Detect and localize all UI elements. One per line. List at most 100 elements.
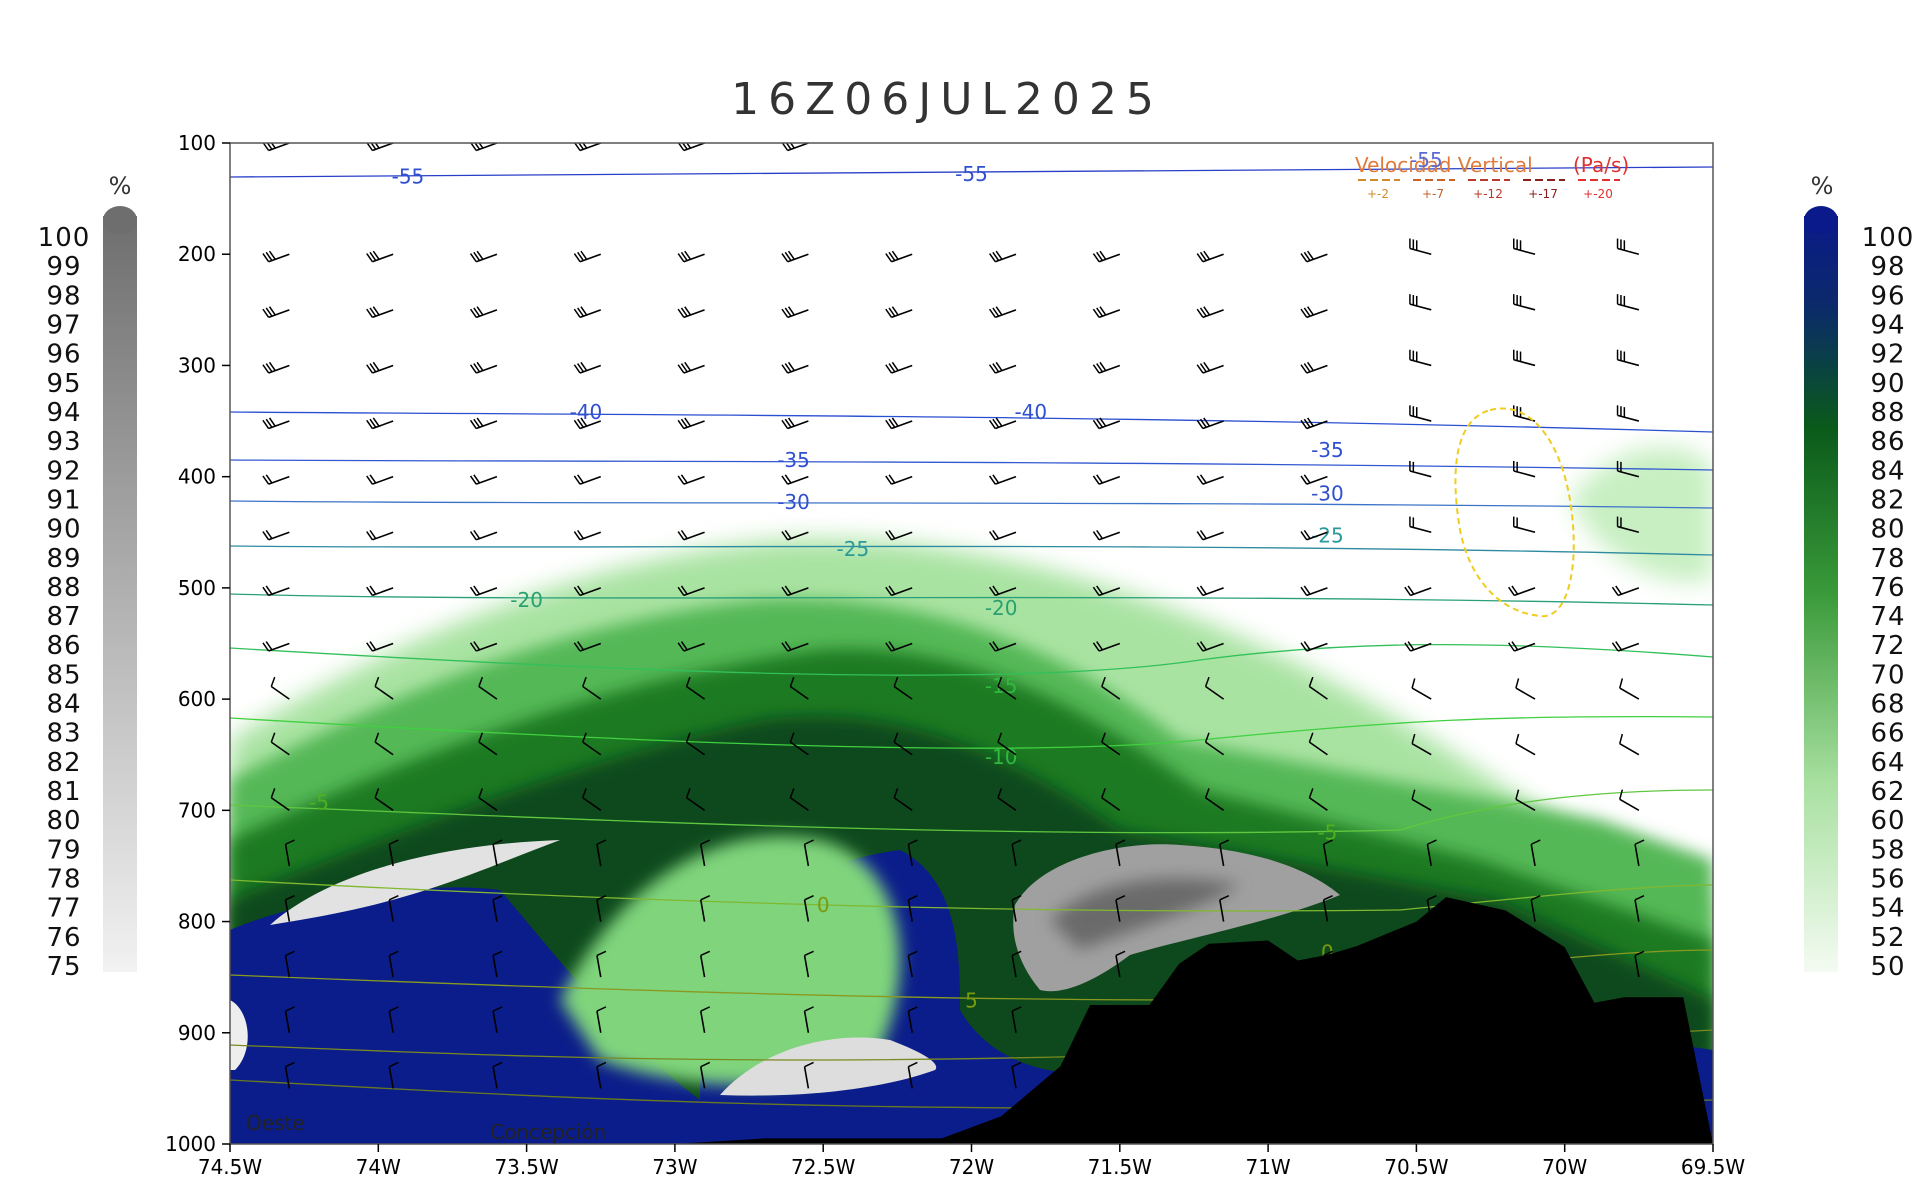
barb-shaft bbox=[907, 899, 913, 922]
colorbar-label: 80 bbox=[46, 806, 81, 836]
colorbar-label: 74 bbox=[1870, 602, 1905, 632]
barb-flag bbox=[1011, 1006, 1022, 1012]
colorbar-label: 93 bbox=[46, 427, 81, 457]
colorbar-label: 97 bbox=[46, 310, 81, 340]
wind-barb bbox=[388, 1061, 399, 1089]
wind-barb bbox=[469, 361, 498, 374]
barb-flag bbox=[1101, 676, 1106, 687]
barb-shaft bbox=[475, 420, 498, 430]
barb-flag bbox=[596, 1061, 607, 1068]
wind-barb bbox=[781, 361, 809, 374]
barb-shaft bbox=[1202, 253, 1224, 263]
barb-flag bbox=[888, 474, 896, 484]
barb-flag bbox=[781, 642, 789, 652]
barb-flag bbox=[1303, 529, 1311, 540]
wind-barb bbox=[1634, 839, 1645, 867]
barb-shaft bbox=[582, 685, 602, 700]
barb-shaft bbox=[1617, 358, 1640, 367]
barb-shaft bbox=[372, 587, 394, 597]
barb-flag bbox=[893, 676, 899, 687]
barb-shaft bbox=[1409, 303, 1432, 311]
barb-shaft bbox=[995, 531, 1017, 541]
barb-flag bbox=[684, 417, 692, 427]
wind-barb bbox=[699, 839, 711, 867]
barb-flag bbox=[1096, 641, 1104, 651]
barb-flag bbox=[885, 531, 893, 541]
barb-flag bbox=[1508, 586, 1515, 596]
barb-flag bbox=[473, 307, 481, 317]
wind-barb bbox=[1115, 839, 1126, 867]
wind-barb bbox=[1508, 641, 1536, 652]
barb-flag bbox=[573, 475, 581, 485]
barb-flag bbox=[577, 363, 584, 373]
barb-shaft bbox=[596, 955, 602, 978]
barb-shaft bbox=[1011, 1066, 1017, 1089]
barb-shaft bbox=[372, 642, 394, 652]
barb-shaft bbox=[995, 587, 1017, 597]
barb-flag bbox=[578, 143, 584, 150]
wind-barb bbox=[596, 950, 607, 978]
wind-barb bbox=[677, 641, 705, 652]
barb-flag bbox=[685, 788, 691, 798]
y-tick-label: 800 bbox=[178, 910, 216, 934]
barb-flag bbox=[374, 143, 380, 149]
barb-shaft bbox=[1617, 587, 1640, 597]
barb-flag bbox=[995, 361, 1003, 371]
barb-flag bbox=[366, 586, 374, 596]
x-tick-label: 70.5W bbox=[1384, 1155, 1449, 1179]
wind-barb bbox=[677, 361, 705, 374]
barb-flag bbox=[988, 364, 996, 374]
wind-barb bbox=[677, 585, 705, 597]
wind-barb bbox=[1115, 894, 1126, 922]
barb-flag bbox=[1199, 418, 1207, 428]
barb-flag bbox=[596, 1006, 607, 1012]
barb-flag bbox=[1427, 894, 1437, 901]
barb-shaft bbox=[1219, 844, 1225, 867]
wind-barb bbox=[469, 641, 498, 652]
barb-shaft bbox=[891, 364, 913, 374]
barb-flag bbox=[366, 419, 374, 429]
wind-barb bbox=[1092, 474, 1121, 485]
barb-flag bbox=[580, 250, 588, 260]
wind-barb bbox=[699, 1006, 711, 1033]
colorbar-label: 60 bbox=[1870, 806, 1905, 836]
barb-shaft bbox=[683, 475, 705, 485]
wind-barb bbox=[492, 950, 503, 978]
barb-flag bbox=[1515, 789, 1520, 800]
barb-shaft bbox=[1306, 587, 1328, 597]
wind-barb bbox=[469, 585, 498, 597]
barb-shaft bbox=[492, 844, 498, 867]
barb-flag bbox=[473, 418, 481, 428]
wind-barb bbox=[1616, 238, 1640, 255]
barb-shaft bbox=[268, 587, 290, 597]
colorbar-label: 82 bbox=[1870, 485, 1905, 515]
wind-barb bbox=[781, 529, 809, 541]
legend-title-main: Velocidad Vertical bbox=[1355, 153, 1533, 177]
barb-shaft bbox=[803, 1066, 810, 1089]
barb-flag bbox=[476, 361, 484, 371]
barb-flag bbox=[1300, 364, 1308, 374]
wind-barb bbox=[677, 474, 705, 485]
colorbar-label: 81 bbox=[46, 777, 81, 807]
colorbar-label: 75 bbox=[46, 952, 81, 982]
wind-barb bbox=[1322, 894, 1333, 922]
barb-flag bbox=[1099, 306, 1107, 316]
barb-shaft bbox=[268, 364, 290, 374]
wind-barb bbox=[997, 788, 1017, 811]
barb-flag bbox=[684, 250, 692, 260]
barb-shaft bbox=[388, 1066, 394, 1089]
barb-flag bbox=[582, 676, 587, 687]
barb-flag bbox=[1508, 642, 1515, 652]
barb-flag bbox=[888, 641, 896, 651]
wind-barb bbox=[1426, 839, 1437, 867]
wind-barb bbox=[469, 529, 498, 541]
colorbar-label: 66 bbox=[1870, 719, 1905, 749]
barb-shaft bbox=[579, 309, 602, 319]
y-tick-label: 400 bbox=[178, 465, 216, 489]
barb-flag bbox=[700, 1006, 711, 1012]
wind-barb bbox=[997, 676, 1017, 700]
wind-barb bbox=[284, 839, 295, 867]
barb-flag bbox=[580, 306, 588, 316]
barb-flag bbox=[476, 250, 484, 260]
barb-shaft bbox=[374, 741, 394, 756]
